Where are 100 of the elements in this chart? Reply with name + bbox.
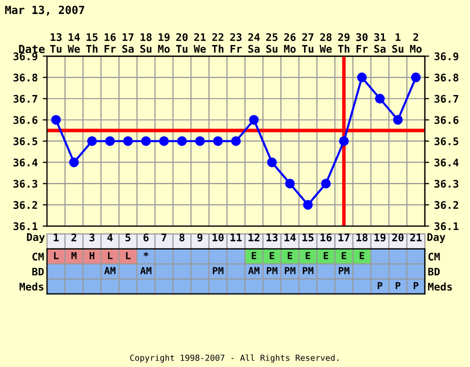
- point: [321, 178, 331, 188]
- point: [249, 115, 259, 125]
- x-tick-label: 2: [71, 234, 76, 242]
- x-tick-label: 24 Sa: [248, 33, 260, 53]
- text: PM: [338, 267, 350, 274]
- text: M: [71, 252, 77, 260]
- point: [69, 157, 79, 168]
- x-tick-label: 1: [54, 234, 59, 242]
- point: [123, 136, 133, 146]
- y-tick-label: 36.1: [14, 222, 38, 230]
- y2-tick-label: 36.1: [434, 222, 458, 230]
- x-tick-label: 3: [89, 234, 94, 242]
- x-tick-label: 11: [230, 234, 242, 242]
- x-tick-label: 13 Tu: [50, 33, 62, 53]
- y-tick-label: 36.8: [14, 74, 38, 82]
- point: [177, 136, 187, 146]
- x-axis-title: Date: [19, 44, 45, 54]
- point: [195, 136, 205, 146]
- text: PM: [284, 267, 296, 274]
- x-tick-label: 21: [410, 234, 422, 242]
- point: [357, 72, 367, 82]
- point: [141, 136, 151, 146]
- x-tick-label: 1 Su: [392, 33, 404, 53]
- point: [285, 178, 295, 188]
- x-tick-label: 20: [392, 234, 404, 242]
- x-tick-label: 6: [144, 234, 149, 242]
- text: P: [378, 282, 382, 290]
- x-tick-label: 26 Mo: [284, 33, 296, 53]
- x-tick-label: 10: [212, 234, 224, 242]
- text: L: [54, 252, 59, 260]
- text: E: [342, 252, 346, 260]
- point: [303, 200, 313, 210]
- x-tick-label: 18: [356, 234, 368, 242]
- text: *: [144, 252, 148, 256]
- x-tick-label: 18 Su: [140, 33, 152, 53]
- y2-tick-label: 36.8: [434, 74, 458, 82]
- text: PM: [302, 267, 314, 274]
- point: [267, 157, 277, 168]
- x-tick-label: 31 Sa: [374, 33, 386, 53]
- x-axis-title: Day: [26, 233, 45, 244]
- point: [231, 136, 241, 146]
- text: L: [108, 252, 113, 260]
- point: [213, 136, 223, 146]
- y2-tick-label: 36.4: [434, 158, 459, 166]
- text: PM: [266, 267, 278, 274]
- point: [339, 136, 349, 146]
- point: [411, 72, 421, 82]
- text: PM: [212, 267, 224, 274]
- y2-tick-label: CM: [32, 252, 44, 261]
- x-tick-label: 14: [284, 234, 296, 242]
- y-tick-label: 36.3: [14, 180, 38, 188]
- text: P: [414, 282, 418, 290]
- y-tick-label: 36.4: [14, 158, 38, 166]
- x-tick-label: 29 Th: [338, 33, 350, 53]
- y2-tick-label: 36.9: [434, 52, 458, 60]
- text: E: [288, 252, 292, 260]
- x-tick-label: 16 Fr: [104, 33, 116, 53]
- point: [87, 136, 97, 146]
- text: L: [126, 252, 131, 260]
- x-tick-label: 25 Su: [266, 33, 278, 53]
- point: [159, 136, 169, 146]
- x-tick-label: 16: [320, 234, 332, 242]
- text: H: [90, 252, 94, 260]
- text: AM: [140, 267, 152, 274]
- x-tick-label: 21 We: [194, 33, 206, 53]
- y-tick-label: 36.2: [14, 201, 38, 209]
- y2-tick-label: Meds: [20, 282, 44, 291]
- text: E: [252, 252, 256, 260]
- x-tick-label: 4: [107, 234, 113, 242]
- x-tick-label: 28 We: [320, 33, 332, 53]
- x-tick-label: 23 Fr: [230, 33, 242, 53]
- y2-tick-label: 36.5: [434, 137, 458, 146]
- x-tick-label: 12: [248, 234, 260, 242]
- y-tick-label: 36.6: [14, 116, 38, 124]
- y2-tick-label: 36.2: [434, 201, 458, 209]
- text: AM: [248, 267, 260, 274]
- point: [393, 115, 403, 125]
- x-tick-label: 30 Fr: [356, 33, 368, 53]
- y-tick-label: CM: [428, 252, 440, 261]
- x-tick-label: 5: [126, 234, 130, 242]
- y-tick-label: 36.9: [14, 52, 38, 60]
- point: [51, 115, 61, 125]
- text: Copyright 1998-2007 - All Rights Reserved.: [130, 354, 338, 363]
- x-tick-label: 8: [179, 234, 184, 242]
- y2-tick-label: BD: [32, 268, 44, 276]
- x-tick-label: 7: [162, 234, 166, 242]
- text: E: [306, 252, 310, 260]
- y2-tick-label: 36.7: [434, 94, 458, 103]
- y-tick-label: 36.7: [14, 94, 38, 103]
- x-tick-label: 2 Mo: [410, 33, 422, 53]
- x-tick-label: 17: [338, 234, 350, 242]
- text: P: [396, 282, 400, 290]
- y-tick-label: 36.5: [14, 137, 38, 146]
- point: [105, 136, 115, 146]
- x-tick-label: 27 Tu: [302, 33, 314, 53]
- x-tick-label: 17 Sa: [122, 33, 134, 53]
- text: Day: [427, 233, 446, 244]
- y-tick-label: BD: [428, 268, 440, 276]
- text: E: [360, 252, 364, 260]
- text: E: [270, 252, 274, 260]
